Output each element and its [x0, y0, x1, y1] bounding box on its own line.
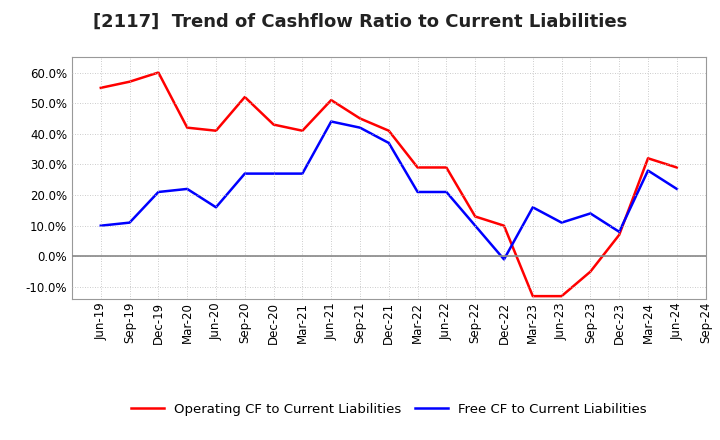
Operating CF to Current Liabilities: [500, 223, 508, 228]
Operating CF to Current Liabilities: [298, 128, 307, 133]
Operating CF to Current Liabilities: [615, 232, 624, 238]
Free CF to Current Liabilities: [528, 205, 537, 210]
Free CF to Current Liabilities: [413, 189, 422, 194]
Operating CF to Current Liabilities: [125, 79, 134, 84]
Free CF to Current Liabilities: [125, 220, 134, 225]
Free CF to Current Liabilities: [298, 171, 307, 176]
Operating CF to Current Liabilities: [442, 165, 451, 170]
Text: [2117]  Trend of Cashflow Ratio to Current Liabilities: [2117] Trend of Cashflow Ratio to Curren…: [93, 13, 627, 31]
Legend: Operating CF to Current Liabilities, Free CF to Current Liabilities: Operating CF to Current Liabilities, Fre…: [125, 398, 652, 422]
Operating CF to Current Liabilities: [240, 95, 249, 100]
Operating CF to Current Liabilities: [212, 128, 220, 133]
Operating CF to Current Liabilities: [672, 165, 681, 170]
Free CF to Current Liabilities: [269, 171, 278, 176]
Operating CF to Current Liabilities: [586, 269, 595, 274]
Operating CF to Current Liabilities: [183, 125, 192, 130]
Operating CF to Current Liabilities: [96, 85, 105, 91]
Free CF to Current Liabilities: [96, 223, 105, 228]
Free CF to Current Liabilities: [154, 189, 163, 194]
Free CF to Current Liabilities: [240, 171, 249, 176]
Operating CF to Current Liabilities: [471, 214, 480, 219]
Free CF to Current Liabilities: [615, 229, 624, 235]
Operating CF to Current Liabilities: [356, 116, 364, 121]
Operating CF to Current Liabilities: [413, 165, 422, 170]
Operating CF to Current Liabilities: [154, 70, 163, 75]
Free CF to Current Liabilities: [557, 220, 566, 225]
Free CF to Current Liabilities: [500, 257, 508, 262]
Free CF to Current Liabilities: [183, 186, 192, 191]
Line: Free CF to Current Liabilities: Free CF to Current Liabilities: [101, 121, 677, 259]
Operating CF to Current Liabilities: [528, 293, 537, 299]
Free CF to Current Liabilities: [212, 205, 220, 210]
Free CF to Current Liabilities: [644, 168, 652, 173]
Free CF to Current Liabilities: [356, 125, 364, 130]
Line: Operating CF to Current Liabilities: Operating CF to Current Liabilities: [101, 73, 677, 296]
Operating CF to Current Liabilities: [644, 156, 652, 161]
Operating CF to Current Liabilities: [269, 122, 278, 127]
Free CF to Current Liabilities: [384, 140, 393, 146]
Free CF to Current Liabilities: [327, 119, 336, 124]
Free CF to Current Liabilities: [586, 211, 595, 216]
Operating CF to Current Liabilities: [384, 128, 393, 133]
Operating CF to Current Liabilities: [557, 293, 566, 299]
Free CF to Current Liabilities: [672, 186, 681, 191]
Operating CF to Current Liabilities: [327, 97, 336, 103]
Free CF to Current Liabilities: [442, 189, 451, 194]
Free CF to Current Liabilities: [471, 223, 480, 228]
